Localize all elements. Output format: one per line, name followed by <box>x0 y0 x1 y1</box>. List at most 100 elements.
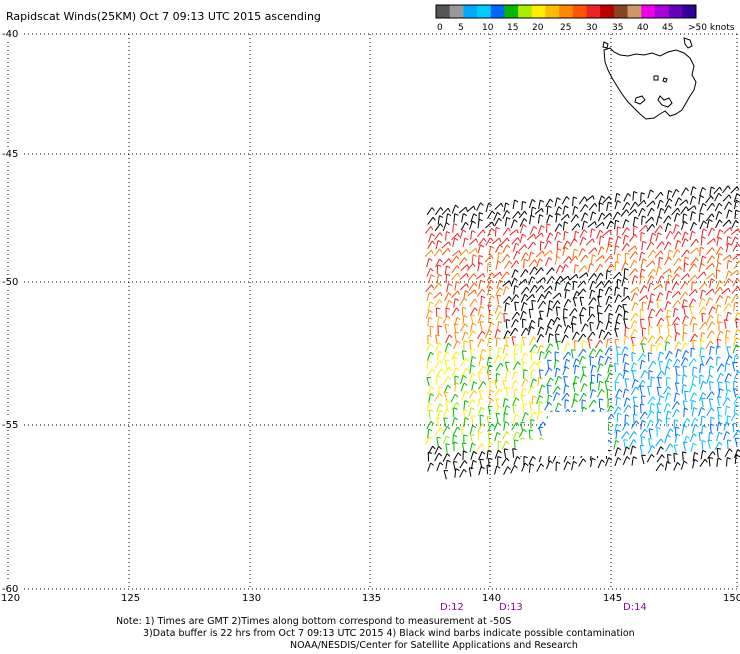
wind-barb <box>503 297 509 304</box>
wind-barb-tick <box>517 456 520 459</box>
wind-barb <box>725 296 727 305</box>
wind-barb <box>505 371 508 380</box>
wind-barb-tick <box>455 238 458 240</box>
wind-barb-tick <box>499 406 502 409</box>
wind-barb-tick <box>467 273 469 277</box>
wind-barb-tick <box>611 264 613 267</box>
wind-barb <box>521 287 526 294</box>
wind-barb-tick <box>479 213 483 214</box>
wind-barb-tick <box>652 454 655 457</box>
wind-barb-tick <box>441 207 443 210</box>
wind-barb-tick <box>717 357 721 358</box>
wind-barb-tick <box>445 325 449 326</box>
wind-barb <box>470 340 471 349</box>
wind-barb <box>496 312 500 320</box>
wind-barb-tick <box>447 426 450 429</box>
wind-barb <box>446 232 447 241</box>
wind-barb <box>438 216 439 225</box>
wind-barb <box>512 422 517 430</box>
wind-barb-tick <box>692 231 695 233</box>
wind-barb-tick <box>669 242 672 245</box>
wind-barb <box>685 391 686 400</box>
wind-barb-tick <box>549 351 552 354</box>
wind-barb-tick <box>466 222 469 225</box>
wind-barb-tick <box>653 250 655 253</box>
wind-barb-tick <box>660 336 663 339</box>
wind-barb <box>675 342 678 350</box>
wind-barb-tick <box>531 464 535 466</box>
wind-barb <box>700 221 704 229</box>
wind-barb-tick <box>522 234 525 236</box>
wind-barb-tick <box>703 450 707 452</box>
wind-barb-tick <box>499 253 503 255</box>
wind-barb <box>648 269 653 276</box>
wind-barb-tick <box>676 224 679 226</box>
wind-barb-tick <box>582 400 586 401</box>
wind-barb-tick <box>431 250 433 254</box>
wind-barb-tick <box>616 440 619 442</box>
wind-barb <box>572 323 573 332</box>
wind-barb-tick <box>625 235 629 237</box>
wind-barb-tick <box>566 367 569 369</box>
wind-barb <box>445 392 447 401</box>
wind-barb <box>530 345 535 353</box>
wind-barb-tick <box>541 242 545 243</box>
wind-barb <box>674 267 680 274</box>
colorbar-labels: 0 5 10 15 20 25 30 35 40 45 >50 knots <box>437 23 735 33</box>
wind-barb-tick <box>455 394 458 397</box>
wind-barb-tick <box>501 363 504 366</box>
wind-barb <box>706 273 713 279</box>
wind-barb-tick <box>469 468 473 469</box>
wind-barb-tick <box>685 292 687 295</box>
wind-barb <box>510 230 517 236</box>
wind-barb-tick <box>448 385 451 388</box>
wind-barb <box>427 421 431 429</box>
wind-barb-tick <box>557 368 561 370</box>
note-line-2: 3)Data buffer is 22 hrs from Oct 7 09:13… <box>143 628 635 639</box>
wind-barb <box>555 325 559 333</box>
wind-barb <box>443 426 447 434</box>
wind-barb <box>691 443 693 452</box>
wind-barb-tick <box>564 309 568 311</box>
wind-barb <box>673 250 677 258</box>
wind-barb-tick <box>474 451 477 453</box>
wind-barb-tick <box>729 279 732 282</box>
wind-barb <box>616 397 617 406</box>
wind-barb-tick <box>558 403 561 405</box>
wind-barb <box>531 370 532 379</box>
wind-barb <box>496 261 498 270</box>
wind-barb-tick <box>457 317 460 319</box>
wind-barb-tick <box>508 228 510 231</box>
wind-barb <box>683 316 686 325</box>
wind-barb <box>634 406 635 415</box>
wind-barb-tick <box>489 357 493 359</box>
wind-barb <box>717 364 721 372</box>
wind-barb <box>529 456 533 464</box>
wind-barb-tick <box>702 313 706 314</box>
wind-barb <box>579 356 582 364</box>
wind-barb <box>623 389 625 398</box>
wind-barb-tick <box>668 223 671 225</box>
wind-barb-tick <box>432 285 434 289</box>
wind-barb <box>547 276 552 284</box>
wind-barb <box>606 321 609 330</box>
wind-barb <box>547 461 550 469</box>
wind-barb-tick <box>492 228 495 231</box>
wind-barb <box>427 268 431 276</box>
wind-barb <box>477 203 481 211</box>
wind-barb-tick <box>666 342 670 344</box>
wind-barb-tick <box>693 299 696 302</box>
wind-barb-tick <box>439 343 442 346</box>
wind-barb-tick <box>658 300 662 301</box>
wind-barb-tick <box>619 373 622 376</box>
wind-barb <box>732 295 736 303</box>
lon-label-135: 135 <box>362 593 381 604</box>
wind-barb-tick <box>515 328 518 331</box>
wind-barb-tick <box>550 199 553 202</box>
wind-barb-tick <box>446 352 449 354</box>
wind-barb <box>631 446 633 455</box>
wind-barb <box>656 343 659 351</box>
wind-barb-tick <box>557 301 560 304</box>
wind-barb <box>682 351 685 359</box>
wind-barb-tick <box>618 458 621 461</box>
